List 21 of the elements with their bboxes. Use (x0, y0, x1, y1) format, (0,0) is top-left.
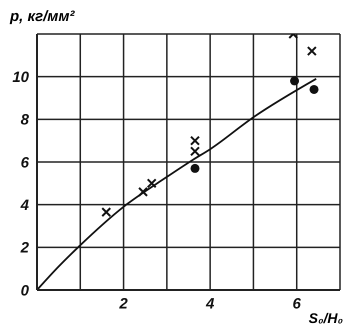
x-axis-title: S₀/H₀ (308, 310, 343, 326)
y-tick-label: 10 (12, 68, 30, 86)
y-tick-label: 4 (20, 196, 30, 214)
point (306, 46, 317, 56)
y-tick-label: 8 (20, 112, 30, 129)
line-series (37, 78, 318, 290)
y-tick-label: 6 (20, 154, 30, 172)
point (190, 146, 200, 156)
point (290, 76, 300, 86)
y-tick-label: 2 (20, 240, 30, 257)
y-tick-label: 0 (20, 282, 30, 300)
point (146, 178, 157, 188)
point (190, 136, 200, 146)
point (190, 164, 200, 173)
x-tick-label: 4 (204, 296, 215, 313)
point (310, 84, 319, 94)
point (138, 186, 148, 197)
x-tick-label: 2 (118, 296, 128, 313)
y-axis-title: p, кг/мм² (10, 8, 74, 25)
x-tick-label: 6 (292, 296, 302, 313)
point (101, 207, 112, 218)
